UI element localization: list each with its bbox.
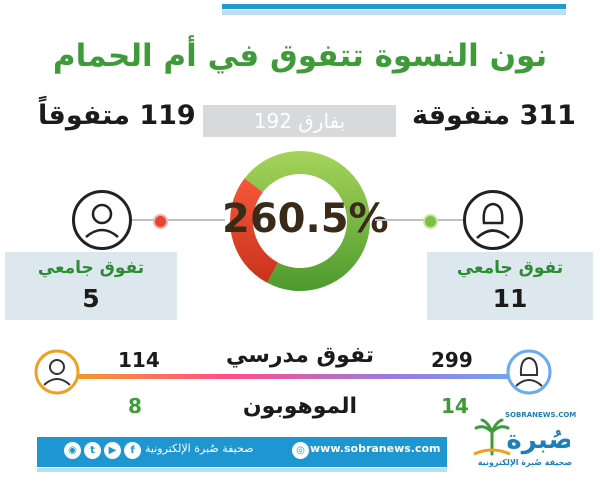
male-arc (229, 178, 278, 283)
male-university-label: تفوق جامعي (37, 258, 145, 278)
right-connector (375, 219, 465, 221)
logo-caption: صحيفة صُبرة الإلكترونية (477, 458, 573, 467)
male-avatar-icon (72, 190, 132, 250)
left-connector (130, 219, 225, 221)
logo-english: SOBRANEWS.COM (505, 411, 577, 419)
headline: نون النسوة تتفوق في أم الحمام (52, 38, 548, 74)
male-university-box: تفوق جامعي 5 (5, 252, 177, 320)
male-school-value: 114 (118, 348, 160, 372)
sobra-logo: صُبرة (473, 418, 570, 456)
male-small-avatar-icon (34, 349, 80, 395)
female-small-avatar-icon (506, 349, 552, 395)
female-university-value: 11 (492, 284, 528, 313)
instagram-icon[interactable]: ◉ (64, 442, 81, 459)
publication-name: صحيفة صُبرة الإلكترونية (145, 442, 254, 455)
facebook-icon[interactable]: f (124, 442, 141, 459)
gradient-line (65, 374, 530, 379)
top-accent-bar-light (222, 10, 566, 15)
gifted-label: الموهوبون (242, 394, 358, 419)
male-total: 119 متفوقاً (38, 100, 196, 131)
percent-label: 260.5% (222, 196, 389, 242)
youtube-icon[interactable]: ▶ (104, 442, 121, 459)
female-dot (423, 214, 438, 229)
website-url[interactable]: www.sobranews.com (310, 442, 441, 455)
female-university-box: تفوق جامعي 11 (427, 252, 593, 320)
female-avatar-icon (463, 190, 523, 250)
female-school-value: 299 (431, 348, 473, 372)
svg-text:صُبرة: صُبرة (506, 425, 570, 455)
female-university-label: تفوق جامعي (456, 258, 564, 278)
footer-stripe (37, 468, 447, 472)
male-dot (153, 214, 168, 229)
male-university-value: 5 (82, 284, 100, 313)
male-gifted-value: 8 (128, 394, 142, 418)
female-arc (244, 151, 370, 291)
difference-box: بفارق 192 (203, 105, 396, 137)
ratio-ring (229, 151, 370, 291)
top-accent-bar (222, 4, 566, 9)
female-gifted-value: 14 (441, 394, 469, 418)
female-total: 311 متفوقة (412, 100, 576, 131)
globe-icon: ◎ (292, 442, 309, 459)
school-label: تفوق مدرسي (225, 343, 375, 368)
twitter-icon[interactable]: t (84, 442, 101, 459)
